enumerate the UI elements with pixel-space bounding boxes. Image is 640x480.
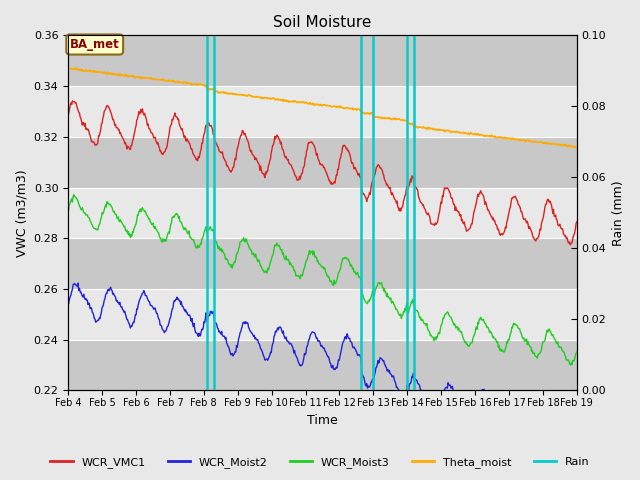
Y-axis label: VWC (m3/m3): VWC (m3/m3) <box>15 169 28 257</box>
Title: Soil Moisture: Soil Moisture <box>273 15 372 30</box>
Bar <box>68 238 577 289</box>
Legend: WCR_VMC1, WCR_Moist2, WCR_Moist3, Theta_moist, Rain: WCR_VMC1, WCR_Moist2, WCR_Moist3, Theta_… <box>46 452 594 472</box>
Bar <box>68 137 577 188</box>
Bar <box>68 340 577 390</box>
Y-axis label: Rain (mm): Rain (mm) <box>612 180 625 246</box>
Bar <box>68 36 577 86</box>
X-axis label: Time: Time <box>307 414 338 427</box>
Text: BA_met: BA_met <box>70 38 120 51</box>
